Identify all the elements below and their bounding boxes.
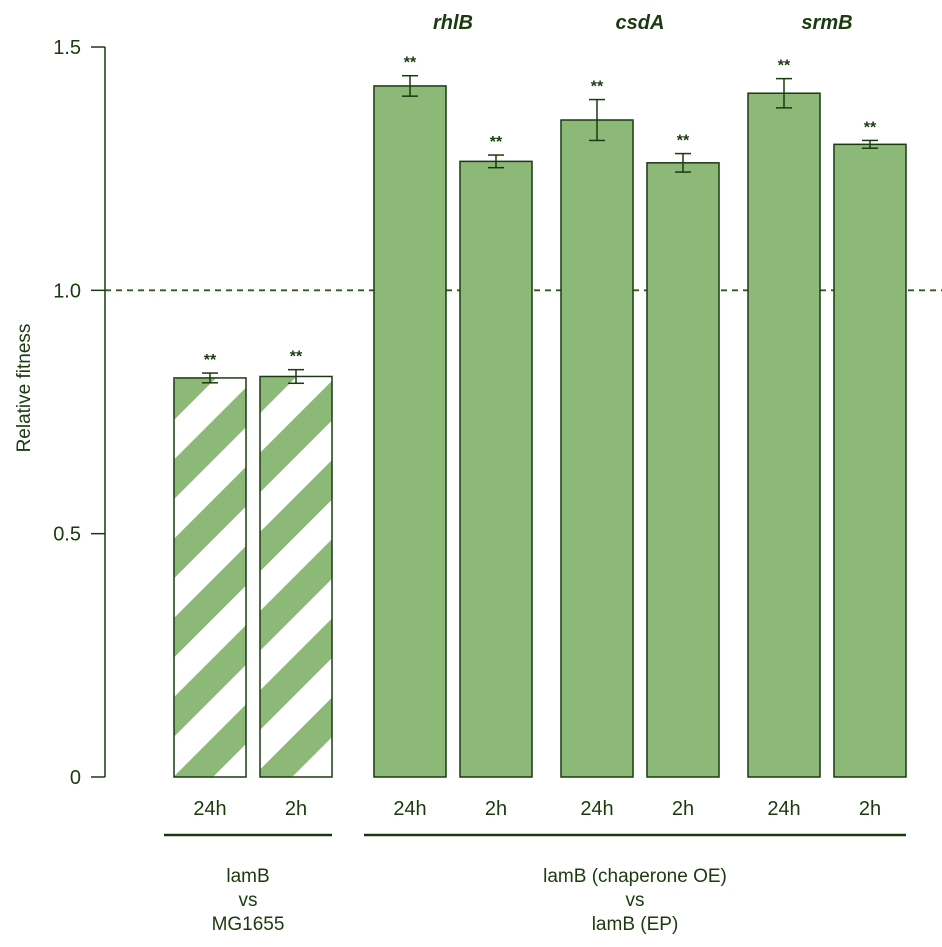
x-tick-label: 24h bbox=[193, 798, 226, 820]
y-axis: 0 0.5 1.0 1.5 bbox=[53, 37, 106, 789]
x-tick-label: 2h bbox=[485, 798, 507, 820]
significance-label: ** bbox=[864, 119, 877, 136]
significance-label: ** bbox=[404, 55, 417, 72]
significance-label: ** bbox=[290, 349, 303, 366]
bar bbox=[259, 375, 333, 778]
bar bbox=[747, 92, 821, 778]
x-axis: lamB vs MG1655 lamB (chaperone OE) vs lamB (E… bbox=[164, 833, 906, 935]
gene-label: srmB bbox=[801, 12, 852, 34]
y-tick-label: 1.5 bbox=[53, 37, 81, 59]
group-label-line: vs bbox=[626, 890, 645, 911]
gene-label: csdA bbox=[616, 12, 665, 34]
significance-label: ** bbox=[591, 79, 604, 96]
x-tick-label: 24h bbox=[580, 798, 613, 820]
x-tick-label: 24h bbox=[393, 798, 426, 820]
bar bbox=[459, 160, 533, 778]
group-label-line: vs bbox=[239, 890, 258, 911]
significance-label: ** bbox=[490, 134, 503, 151]
x-tick-label: 2h bbox=[859, 798, 881, 820]
x-tick-label: 2h bbox=[672, 798, 694, 820]
significance-label: ** bbox=[677, 133, 690, 150]
gene-label: rhlB bbox=[433, 12, 473, 34]
annotations-group: ** 24h ** 2h ** 24h ** 2h ** 24h ** 2h ** 24h ** 2h rhlB… bbox=[193, 12, 881, 820]
y-axis-label: Relative fitness bbox=[14, 324, 35, 453]
bar bbox=[173, 377, 247, 778]
significance-label: ** bbox=[204, 352, 217, 369]
y-tick-label: 0.5 bbox=[53, 524, 81, 546]
group-label-line: MG1655 bbox=[212, 914, 285, 935]
bars-group bbox=[173, 85, 907, 778]
bar bbox=[373, 85, 447, 778]
significance-label: ** bbox=[778, 58, 791, 75]
x-tick-label: 24h bbox=[767, 798, 800, 820]
y-tick-label: 1.0 bbox=[53, 280, 81, 302]
bar bbox=[646, 162, 720, 778]
bar bbox=[833, 143, 907, 778]
x-tick-label: 2h bbox=[285, 798, 307, 820]
bar bbox=[560, 119, 634, 778]
y-tick-label: 0 bbox=[70, 767, 81, 789]
group-label-line: lamB (EP) bbox=[592, 914, 679, 935]
group-label-line: lamB (chaperone OE) bbox=[543, 866, 727, 887]
group-label-line: lamB bbox=[226, 866, 269, 887]
